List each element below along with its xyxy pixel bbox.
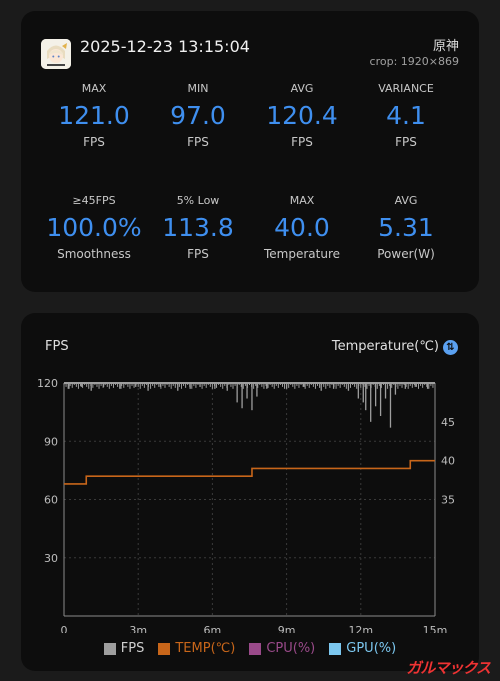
crop-resolution: crop: 1920×869	[369, 55, 459, 68]
legend-swatch	[103, 642, 116, 655]
game-app-icon[interactable]	[41, 39, 71, 69]
stat-unit: Smoothness	[57, 247, 131, 261]
stat-label: 5% Low	[176, 194, 220, 207]
legend-swatch	[158, 642, 171, 655]
y-right-tick-label: 35	[441, 494, 455, 507]
stat-max-temperature: MAX 40.0 Temperature	[247, 194, 357, 261]
stat-label: AVG	[290, 82, 314, 95]
legend-label: FPS	[120, 641, 145, 656]
stat-value: 120.4	[266, 101, 338, 130]
legend-label: TEMP(℃)	[175, 641, 236, 656]
legend-label: CPU(%)	[266, 641, 316, 656]
swap-axis-icon[interactable]: ⇅	[443, 340, 458, 355]
watermark-logo: ガルマックス	[406, 657, 491, 678]
stat-unit: FPS	[187, 247, 209, 261]
stat-smoothness: ≥45FPS 100.0% Smoothness	[39, 194, 149, 261]
stat-avg-fps: AVG 120.4 FPS	[247, 82, 357, 149]
stat-label: ≥45FPS	[72, 194, 116, 207]
watermark-prefix: ガルマ	[406, 659, 449, 677]
x-tick-label: 15m	[423, 624, 448, 633]
stat-value: 100.0%	[46, 213, 142, 242]
session-timestamp: 2025-12-23 13:15:04	[80, 37, 250, 56]
chart-card: FPS Temperature(℃) ⇅ 0 3m 6m 9m 12m 15m 120 90 6…	[21, 313, 479, 671]
stat-value: 4.1	[386, 101, 426, 130]
stat-5pct-low: 5% Low 113.8 FPS	[143, 194, 253, 261]
x-tick-label: 0	[61, 624, 68, 633]
stat-unit: FPS	[291, 135, 313, 149]
y-left-tick-label: 90	[44, 435, 58, 448]
stat-label: MIN	[187, 82, 209, 95]
stat-max-fps: MAX 121.0 FPS	[39, 82, 149, 149]
stat-value: 97.0	[170, 101, 226, 130]
legend-item-fps[interactable]: FPS	[103, 641, 145, 656]
y-right-tick-label: 45	[441, 416, 455, 429]
stat-variance: VARIANCE 4.1 FPS	[351, 82, 461, 149]
legend-swatch	[249, 642, 262, 655]
stat-min-fps: MIN 97.0 FPS	[143, 82, 253, 149]
fps-temperature-chart: 0 3m 6m 9m 12m 15m 120 90 60 30 45 40 35	[37, 377, 455, 633]
x-tick-label: 6m	[204, 624, 222, 633]
y-left-tick-label: 30	[44, 552, 58, 565]
stat-unit: FPS	[395, 135, 417, 149]
stat-value: 121.0	[58, 101, 130, 130]
chart-legend: FPS TEMP(℃) CPU(%) GPU(%)	[21, 641, 479, 656]
stat-unit: Temperature	[263, 247, 340, 261]
stat-label: AVG	[394, 194, 418, 207]
temperature-series-line	[64, 459, 435, 485]
watermark-suffix: ックス	[448, 659, 491, 677]
chart-left-title: FPS	[45, 339, 69, 354]
stat-unit: FPS	[83, 135, 105, 149]
stat-value: 5.31	[378, 213, 434, 242]
x-tick-label: 9m	[278, 624, 296, 633]
x-tick-label: 12m	[348, 624, 373, 633]
y-left-tick-label: 60	[44, 494, 58, 507]
legend-item-temp[interactable]: TEMP(℃)	[158, 641, 235, 656]
stat-label: VARIANCE	[378, 82, 434, 95]
stat-label: MAX	[289, 194, 315, 207]
x-tick-label: 3m	[129, 624, 147, 633]
stat-unit: FPS	[187, 135, 209, 149]
summary-card: 2025-12-23 13:15:04 原神 crop: 1920×869 MA…	[21, 11, 479, 292]
legend-item-cpu[interactable]: CPU(%)	[249, 641, 315, 656]
y-right-tick-label: 40	[441, 455, 455, 468]
chart-right-title[interactable]: Temperature(℃)	[331, 339, 439, 354]
y-left-tick-label: 120	[37, 377, 58, 390]
legend-item-gpu[interactable]: GPU(%)	[329, 641, 396, 656]
legend-label: GPU(%)	[346, 641, 397, 656]
character-icon	[41, 39, 71, 69]
stat-label: MAX	[81, 82, 107, 95]
stat-avg-power: AVG 5.31 Power(W)	[351, 194, 461, 261]
game-name: 原神	[432, 39, 459, 54]
stat-value: 113.8	[162, 213, 234, 242]
stat-value: 40.0	[274, 213, 330, 242]
legend-swatch	[329, 642, 342, 655]
stat-unit: Power(W)	[377, 247, 435, 261]
